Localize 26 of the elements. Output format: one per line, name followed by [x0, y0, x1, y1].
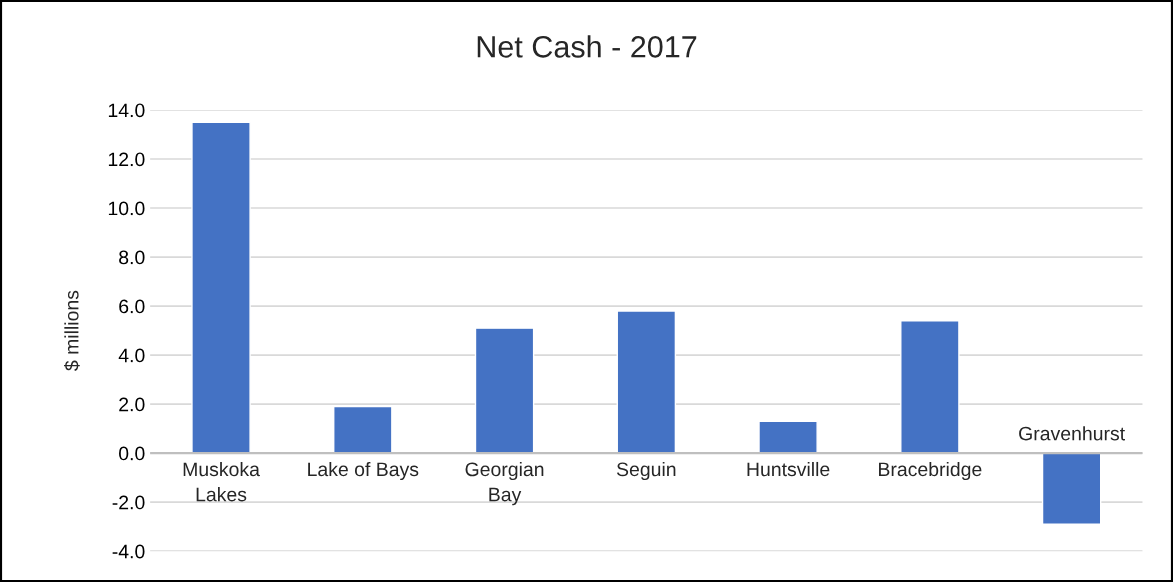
bar [758, 420, 818, 454]
bar [333, 405, 393, 454]
y-tick-label: -4.0 [112, 544, 145, 559]
bar [616, 310, 677, 454]
chart-title: Net Cash - 2017 [477, 35, 697, 58]
bar [474, 327, 535, 454]
x-tick-label: Bracebridge [879, 461, 982, 481]
y-tick-label: 6.0 [119, 299, 145, 314]
y-tick-label: 4.0 [118, 348, 145, 363]
x-tick-label: Muskoka Lakes [183, 461, 260, 502]
y-tick-label: 10.0 [108, 201, 145, 216]
y-tick-label: 8.0 [119, 250, 145, 265]
bar [191, 121, 251, 454]
y-tick-label: 12.0 [108, 152, 145, 167]
bar [900, 320, 960, 454]
x-tick-label: Lake of Bays [308, 461, 419, 481]
y-tick-label: 2.0 [119, 397, 145, 412]
bar [1041, 452, 1102, 525]
y-axis-title: $ millions [64, 290, 80, 371]
y-tick-label: -2.0 [112, 495, 145, 510]
y-tick-label: 0.0 [119, 446, 145, 461]
x-tick-label: Seguin [616, 461, 676, 481]
x-tick-label: Huntsville [747, 461, 830, 477]
x-tick-label: Georgian Bay [465, 461, 544, 506]
x-tick-label: Gravenhurst [1019, 426, 1125, 441]
y-tick-label: 14.0 [108, 103, 145, 118]
